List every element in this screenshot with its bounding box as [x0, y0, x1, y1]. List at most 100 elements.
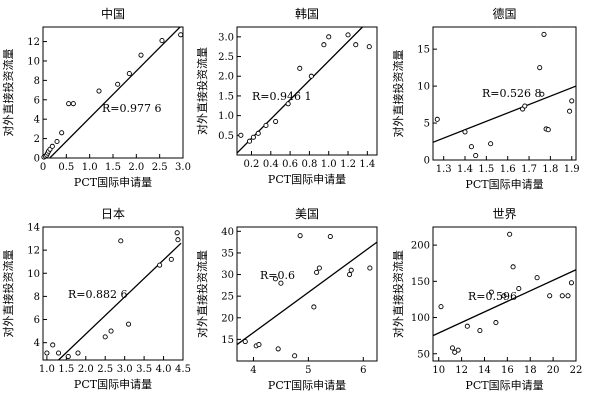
data-point [537, 65, 543, 71]
y-tick-label: 100 [411, 313, 430, 324]
trend-line [433, 85, 576, 143]
x-tick-label: 1.0 [82, 162, 98, 173]
x-tick-label: 1.5 [58, 364, 74, 375]
data-point [366, 44, 372, 50]
data-point [256, 342, 262, 348]
data-point [238, 132, 244, 138]
y-tick-label: 0 [34, 154, 40, 165]
x-tick-label: 5 [305, 365, 311, 376]
plot-frame [432, 226, 577, 362]
chart-title: 中国 [101, 6, 125, 21]
data-point [545, 127, 551, 133]
data-point [126, 71, 132, 77]
data-point [96, 88, 102, 94]
data-point [250, 134, 256, 140]
x-axis-label: PCT国际申请量 [268, 173, 346, 186]
data-point [297, 65, 303, 71]
x-tick-label: 1.4 [457, 164, 473, 175]
data-point [247, 138, 253, 144]
data-point [50, 342, 56, 348]
correlation-label: R=0.596 [468, 290, 517, 303]
data-point [568, 280, 574, 286]
x-tick-label: 16 [501, 365, 514, 376]
y-axis-label: 对外直接投资流量 [195, 250, 209, 338]
data-point [66, 101, 72, 107]
x-tick-label: 1.5 [105, 162, 121, 173]
x-tick-label: 1.7 [521, 164, 537, 175]
x-tick-label: 22 [570, 365, 583, 376]
data-point [438, 304, 444, 310]
data-point [434, 116, 440, 122]
x-axis-label: PCT国际申请量 [268, 379, 346, 392]
x-tick-label: 3.0 [117, 364, 133, 375]
y-tick-label: 25 [221, 292, 234, 303]
data-point [346, 271, 353, 278]
data-point [534, 275, 540, 281]
y-tick-label: 20 [221, 313, 234, 324]
y-tick-label: 6 [34, 95, 40, 106]
y-axis-label: 对外直接投资流量 [1, 250, 15, 338]
y-tick-label: 2.5 [218, 52, 234, 63]
chart-panel-6: 世界 10 12 14 16 18 20 22 50 100 150 200 PCT国际申请量 对外直接投… [391, 207, 582, 392]
trend-line [433, 269, 576, 337]
x-axis-label: PCT国际申请量 [465, 178, 543, 191]
x-tick-label: 2.0 [128, 162, 144, 173]
data-point [278, 280, 284, 286]
y-tick-label: 15 [417, 45, 430, 56]
data-point [108, 328, 114, 334]
x-tick-label: 0.2 [244, 159, 260, 170]
data-point [507, 231, 513, 237]
x-tick-label: 0 [40, 162, 46, 173]
data-point [70, 101, 76, 107]
x-tick-label: 1.6 [500, 164, 516, 175]
y-tick-label: 3.0 [218, 32, 234, 43]
x-tick-label: 12 [455, 365, 468, 376]
data-point [345, 32, 351, 38]
x-axis-label: PCT国际申请量 [74, 378, 152, 391]
y-tick-label: 1.0 [218, 111, 234, 122]
data-point [159, 38, 165, 44]
x-tick-label: 1.0 [39, 364, 55, 375]
x-tick-label: 0.6 [282, 159, 298, 170]
data-point [464, 323, 470, 329]
plot-frame [236, 26, 378, 156]
data-point [547, 293, 553, 299]
chart-title: 美国 [295, 207, 319, 221]
x-tick-label: 1.2 [340, 159, 356, 170]
data-point [292, 353, 298, 359]
x-tick-label: 14 [478, 365, 491, 376]
correlation-label: R=0.882 6 [68, 288, 128, 301]
x-tick-label: 6 [360, 365, 366, 376]
x-tick-label: 2.0 [78, 364, 94, 375]
data-point [44, 350, 50, 356]
data-point [473, 153, 479, 159]
y-tick-label: 0 [424, 156, 430, 167]
data-point [297, 233, 303, 239]
correlation-label: R=0.977 6 [102, 102, 162, 115]
data-point [65, 353, 71, 360]
data-point [510, 264, 516, 270]
x-tick-label: 1.0 [321, 159, 337, 170]
y-tick-label: 2.0 [218, 72, 234, 83]
data-point [272, 276, 278, 282]
data-point [488, 289, 494, 295]
x-axis-label: PCT国际申请量 [74, 176, 152, 189]
y-tick-label: 4 [34, 115, 40, 126]
y-tick-label: 0.5 [218, 131, 234, 142]
correlation-label: R=0.6 [260, 269, 295, 282]
data-point [285, 101, 291, 107]
data-point [275, 346, 281, 352]
plot-frame [432, 26, 577, 161]
data-point [565, 293, 571, 299]
data-point [493, 320, 499, 326]
x-tick-label: 18 [524, 365, 537, 376]
data-point [56, 350, 62, 356]
y-tick-label: 150 [411, 277, 430, 288]
data-point [174, 230, 180, 236]
plot-frame [42, 26, 184, 159]
trend-line [48, 27, 182, 158]
data-point [49, 143, 55, 149]
data-point [559, 293, 565, 299]
data-point [477, 328, 483, 334]
y-tick-label: 35 [221, 248, 234, 259]
